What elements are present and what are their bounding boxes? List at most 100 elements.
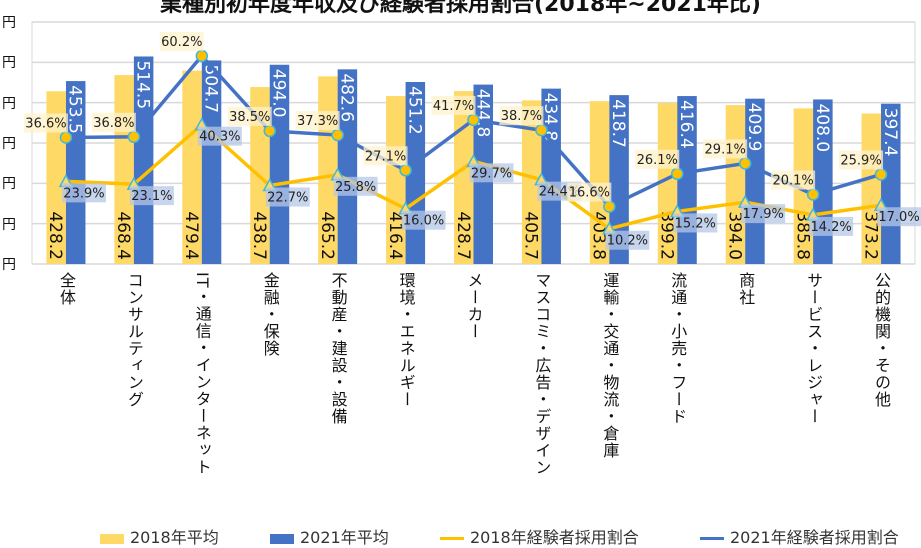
line-value-label: 25.8% bbox=[335, 180, 376, 195]
line-value-label: 25.9% bbox=[840, 153, 881, 168]
bar-value-label: 399.2 bbox=[657, 211, 677, 260]
data-label-bg bbox=[703, 139, 748, 159]
data-label-bg bbox=[197, 126, 242, 146]
bar-2021 bbox=[65, 81, 86, 264]
bar-value-label: 418.7 bbox=[608, 99, 628, 148]
chart-title: 業種別初年度年収及び経験者採用割合(2018年~2021年比) bbox=[159, 0, 761, 17]
category-label: 環境・エネルギー bbox=[396, 272, 416, 408]
line-value-label: 27.1% bbox=[365, 149, 406, 164]
category-label: 公的機関・その他 bbox=[872, 272, 892, 408]
bar-value-label: 465.2 bbox=[317, 211, 337, 260]
circle-marker bbox=[874, 168, 888, 181]
bar-value-label: 453.5 bbox=[65, 85, 85, 134]
legend-label: 2021年経験者採用割合 bbox=[730, 528, 899, 547]
category-label: 不動産・建設・設備 bbox=[328, 272, 348, 425]
data-label-bg bbox=[91, 112, 136, 132]
y-tick-label: 円 bbox=[2, 136, 16, 152]
bar-value-label: 479.4 bbox=[181, 211, 201, 260]
data-label-bg bbox=[673, 213, 718, 233]
data-label-bg bbox=[129, 186, 174, 206]
bar-2018 bbox=[386, 96, 406, 264]
bar-2021 bbox=[201, 60, 222, 264]
data-label-bg bbox=[839, 150, 884, 170]
legend-label: 2018年平均 bbox=[130, 528, 219, 547]
y-tick-label: 円 bbox=[2, 257, 16, 273]
data-label-bg bbox=[363, 146, 408, 166]
data-label-bg bbox=[567, 182, 612, 202]
bar-value-label: 428.2 bbox=[45, 211, 65, 260]
line-value-label: 40.3% bbox=[199, 130, 240, 145]
y-tick-label: 円 bbox=[2, 216, 16, 233]
bar-value-label: 409.9 bbox=[744, 103, 764, 152]
bar-2018 bbox=[657, 102, 678, 264]
data-label-bg bbox=[227, 106, 272, 126]
bar-value-label: 408.0 bbox=[812, 103, 832, 152]
data-label-bg bbox=[469, 163, 514, 183]
data-label-bg bbox=[605, 230, 650, 250]
bar-2021 bbox=[337, 69, 358, 264]
bar-value-label: 494.0 bbox=[268, 69, 288, 118]
line-value-label: 22.7% bbox=[267, 191, 308, 206]
line-value-label: 17.9% bbox=[743, 207, 784, 222]
category-label: 全体 bbox=[56, 272, 76, 306]
bar-2018 bbox=[182, 70, 202, 264]
line-value-label: 16.0% bbox=[403, 214, 444, 229]
legend-item: 2018年経験者採用割合 bbox=[440, 524, 639, 548]
legend-item: 2021年経験者採用割合 bbox=[700, 524, 899, 548]
line-value-label: 36.8% bbox=[93, 116, 134, 131]
bar-value-label: 416.4 bbox=[676, 100, 696, 149]
line-value-label: 17.0% bbox=[878, 210, 919, 225]
legend-swatch bbox=[100, 533, 124, 544]
data-label-bg bbox=[741, 204, 786, 224]
y-tick-label: 円 bbox=[2, 15, 16, 31]
bar-value-label: 514.5 bbox=[133, 60, 153, 109]
legend-label: 2021年平均 bbox=[300, 528, 389, 547]
circle-marker bbox=[671, 167, 684, 181]
category-label: IT・通信・インターネット bbox=[192, 272, 212, 476]
line-value-label: 23.9% bbox=[63, 186, 104, 201]
line-value-label: 15.2% bbox=[675, 216, 716, 231]
data-label-bg bbox=[635, 149, 680, 169]
legend-swatch bbox=[700, 537, 724, 540]
y-tick-label: 円 bbox=[2, 95, 16, 112]
bar-value-label: 468.4 bbox=[113, 211, 133, 260]
bar-2018 bbox=[521, 100, 542, 264]
bar-2021 bbox=[133, 56, 154, 264]
data-label-bg bbox=[23, 113, 68, 133]
line-value-label: 38.5% bbox=[229, 110, 270, 125]
bar-value-label: 405.7 bbox=[521, 211, 541, 260]
category-label: メーカー bbox=[464, 272, 484, 340]
data-label-bg bbox=[265, 187, 310, 207]
circle-marker bbox=[263, 124, 276, 138]
circle-marker bbox=[59, 131, 73, 144]
line-value-label: 38.7% bbox=[501, 109, 542, 124]
bar-value-label: 444.8 bbox=[472, 89, 492, 138]
circle-marker bbox=[738, 157, 752, 170]
circle-marker bbox=[535, 123, 548, 137]
bar-value-label: 504.7 bbox=[201, 64, 221, 113]
circle-marker bbox=[399, 164, 412, 177]
legend-swatch bbox=[440, 537, 464, 540]
circle-marker bbox=[127, 130, 141, 144]
y-tick-label: 円 bbox=[2, 55, 16, 72]
line-value-label: 36.6% bbox=[25, 116, 66, 131]
data-label-bg bbox=[809, 216, 854, 236]
data-label-bg bbox=[431, 95, 476, 115]
line-value-label: 20.1% bbox=[772, 174, 813, 189]
data-label-bg bbox=[295, 111, 340, 131]
category-label: マスコミ・広告・デザイン bbox=[532, 272, 552, 476]
category-label: サービス・レジャー bbox=[804, 272, 824, 425]
line-value-label: 23.1% bbox=[131, 189, 172, 204]
line-value-label: 16.6% bbox=[569, 186, 610, 201]
bar-value-label: 428.7 bbox=[453, 211, 473, 260]
line-value-label: 14.2% bbox=[810, 220, 851, 235]
legend-label: 2018年経験者採用割合 bbox=[470, 528, 639, 547]
circle-marker bbox=[806, 188, 820, 201]
line-value-label: 41.7% bbox=[433, 99, 474, 114]
line-value-label: 26.1% bbox=[637, 153, 678, 168]
y-tick-label: 円 bbox=[2, 176, 16, 193]
data-label-bg bbox=[333, 176, 378, 196]
category-label: 商社 bbox=[736, 272, 756, 306]
chart-plot: 428.2 468.4 479.4 438.7 465.2 416.4 428.7 405.7… bbox=[23, 21, 921, 265]
data-label-bg bbox=[61, 183, 106, 203]
